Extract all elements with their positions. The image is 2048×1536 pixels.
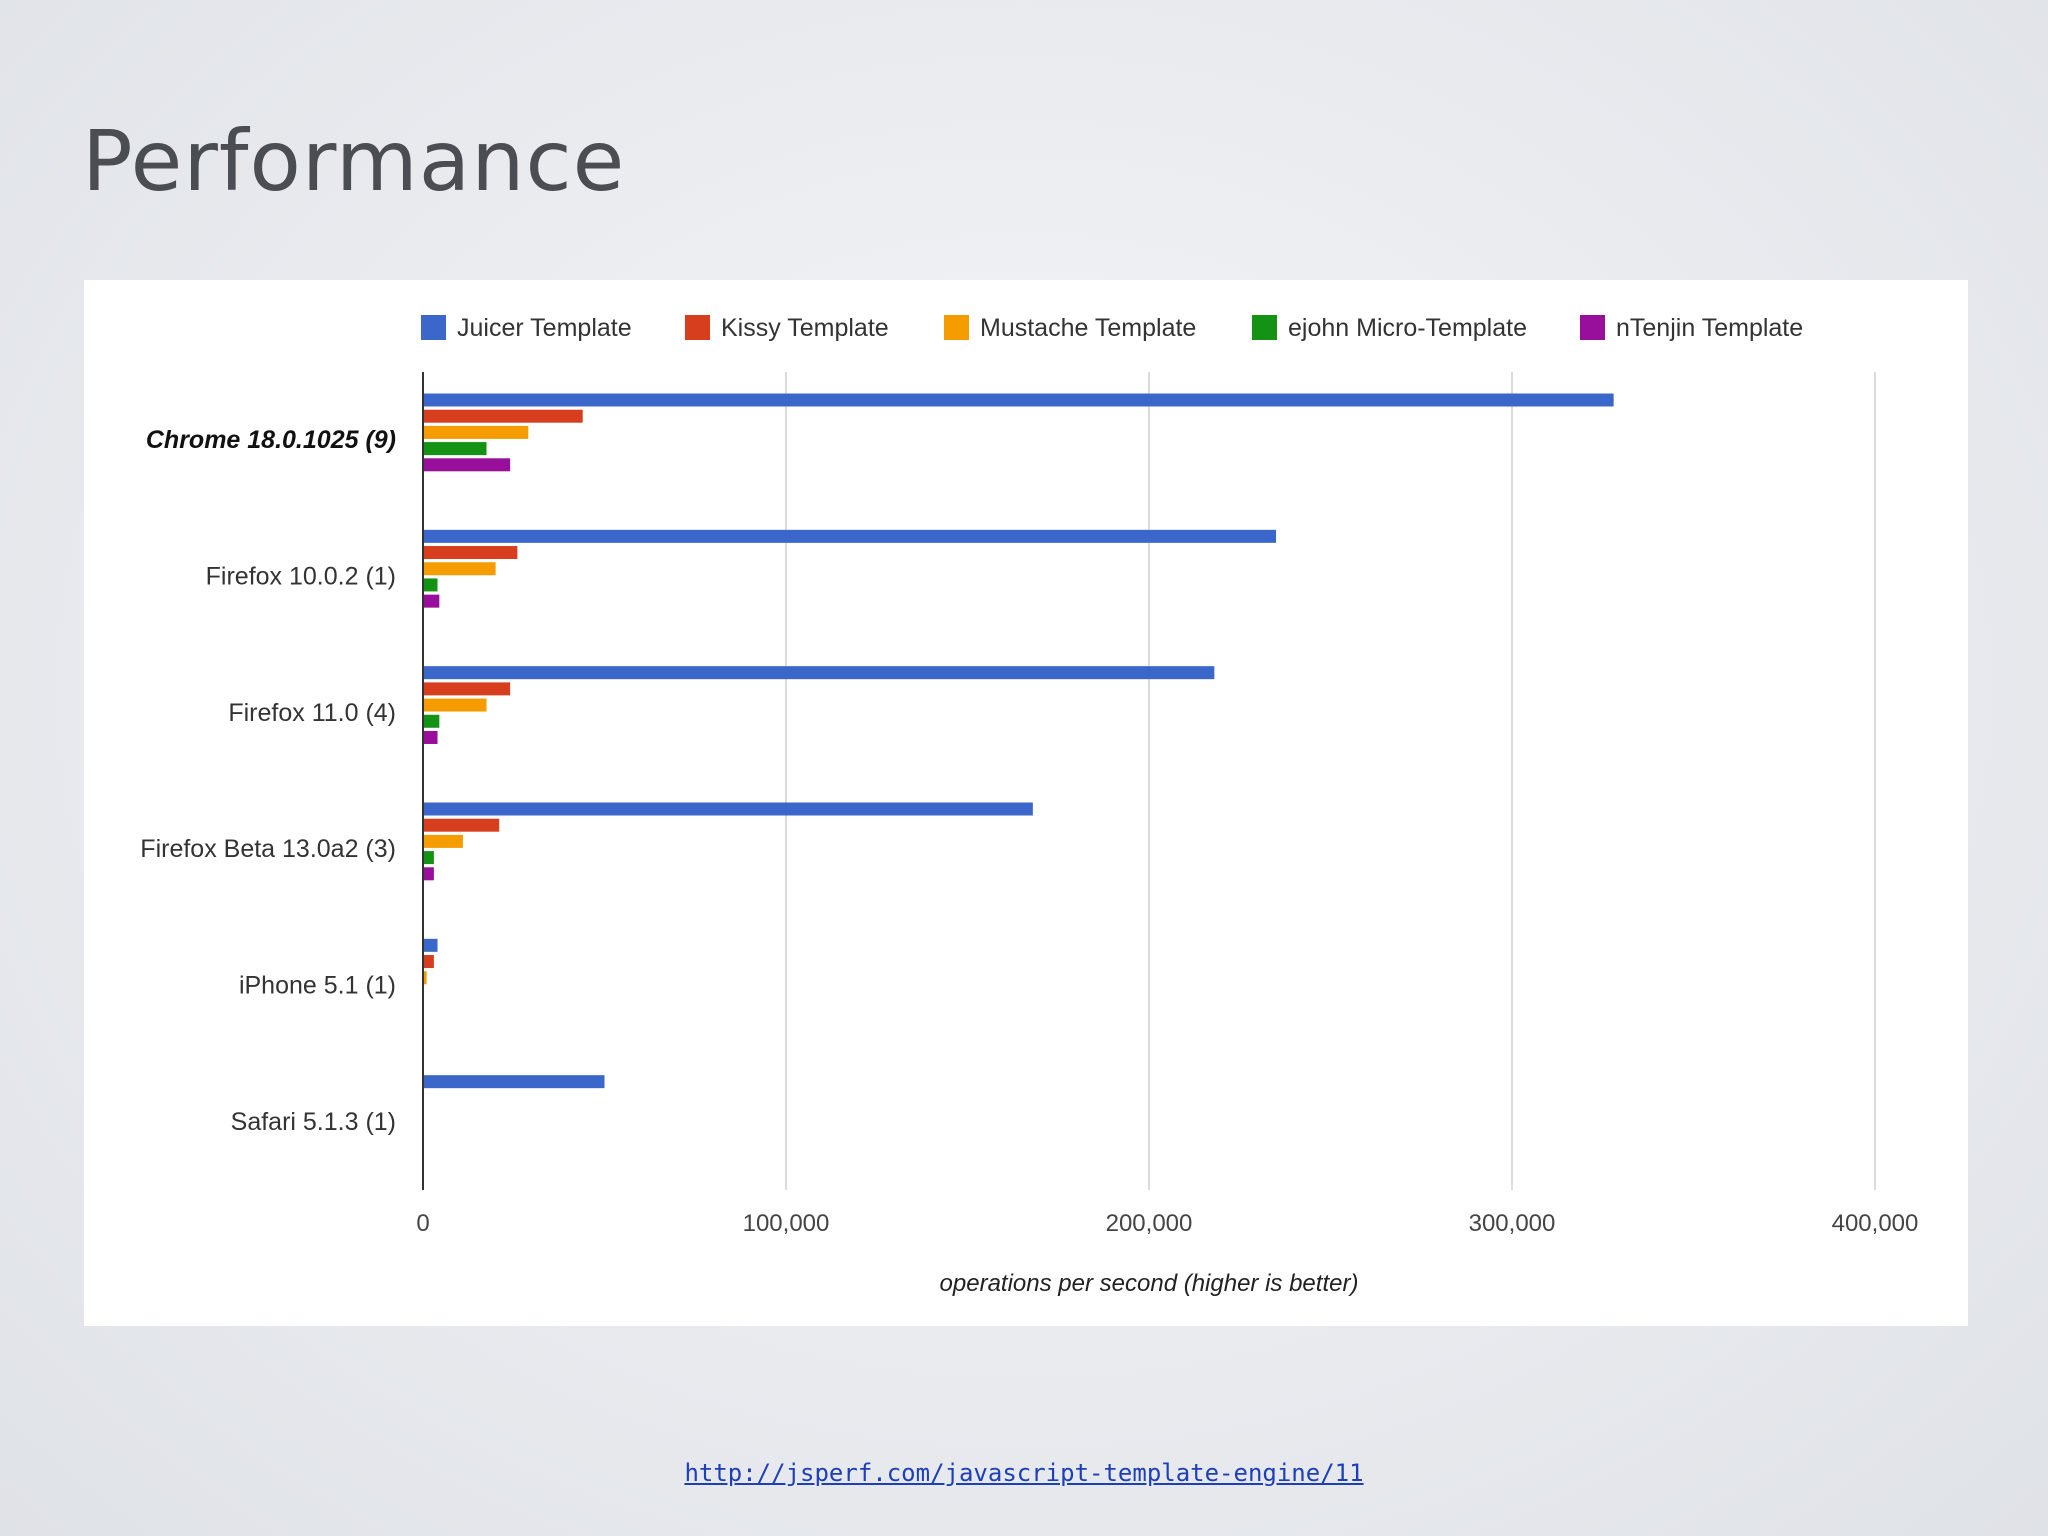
- bar-kissy-template: [423, 682, 511, 696]
- category-label: Chrome 18.0.1025 (9): [146, 426, 396, 454]
- legend-swatch: [685, 315, 710, 340]
- axes: 0 100,000 200,000 300,000 400,000 operations …: [140, 372, 1918, 1297]
- x-tick-label: 100,000: [743, 1210, 830, 1237]
- bar-juicer-template: [423, 938, 438, 952]
- bar-ntenjin-template: [423, 867, 434, 881]
- x-tick-label: 200,000: [1106, 1210, 1193, 1237]
- legend-item[interactable]: ejohn Micro-Template: [1252, 314, 1527, 342]
- bars: [423, 393, 1614, 1089]
- bar-chart: 0 100,000 200,000 300,000 400,000 operations …: [140, 314, 1918, 1297]
- legend-label: Juicer Template: [457, 314, 632, 342]
- bar-mustache-template: [423, 562, 496, 576]
- bar-juicer-template: [423, 1075, 605, 1089]
- legend-label: Mustache Template: [980, 314, 1196, 342]
- bar-ejohn-micro-template: [423, 578, 438, 592]
- bar-mustache-template: [423, 971, 427, 985]
- bar-ejohn-micro-template: [423, 442, 487, 456]
- x-axis-title: operations per second (higher is better): [940, 1270, 1359, 1297]
- legend-item[interactable]: Mustache Template: [944, 314, 1196, 342]
- bar-juicer-template: [423, 802, 1033, 816]
- bar-kissy-template: [423, 818, 500, 832]
- category-label: Firefox 11.0 (4): [228, 699, 396, 727]
- bar-kissy-template: [423, 546, 518, 560]
- bar-juicer-template: [423, 393, 1614, 407]
- legend-item[interactable]: nTenjin Template: [1580, 314, 1803, 342]
- bar-ejohn-micro-template: [423, 714, 440, 728]
- bar-ntenjin-template: [423, 594, 440, 608]
- legend-swatch: [421, 315, 446, 340]
- category-label: Firefox Beta 13.0a2 (3): [140, 835, 396, 863]
- gridlines: [785, 372, 1876, 1190]
- bar-ntenjin-template: [423, 730, 438, 744]
- legend-item[interactable]: Juicer Template: [421, 314, 632, 342]
- category-label: iPhone 5.1 (1): [239, 972, 396, 1000]
- bar-juicer-template: [423, 529, 1277, 543]
- legend-label: nTenjin Template: [1616, 314, 1803, 342]
- legend[interactable]: Juicer Template Kissy Template Mustache Te…: [421, 314, 1803, 342]
- chart-panel: 0 100,000 200,000 300,000 400,000 operations …: [84, 280, 1968, 1326]
- legend-swatch: [1580, 315, 1605, 340]
- bar-kissy-template: [423, 955, 434, 969]
- bar-ejohn-micro-template: [423, 851, 434, 865]
- x-tick-label: 0: [416, 1210, 429, 1237]
- bar-kissy-template: [423, 409, 583, 423]
- legend-label: ejohn Micro-Template: [1288, 314, 1527, 342]
- bar-juicer-template: [423, 666, 1215, 680]
- legend-swatch: [944, 315, 969, 340]
- bar-ntenjin-template: [423, 458, 511, 472]
- legend-item[interactable]: Kissy Template: [685, 314, 889, 342]
- bar-mustache-template: [423, 834, 463, 848]
- legend-swatch: [1252, 315, 1277, 340]
- x-tick-label: 400,000: [1832, 1210, 1919, 1237]
- legend-label: Kissy Template: [721, 314, 889, 342]
- slide-title: Performance: [82, 112, 626, 210]
- category-label: Safari 5.1.3 (1): [231, 1108, 396, 1136]
- category-label: Firefox 10.0.2 (1): [206, 563, 396, 591]
- source-link[interactable]: http://jsperf.com/javascript-template-en…: [684, 1459, 1364, 1487]
- x-tick-label: 300,000: [1469, 1210, 1556, 1237]
- bar-mustache-template: [423, 425, 529, 439]
- bar-mustache-template: [423, 698, 487, 712]
